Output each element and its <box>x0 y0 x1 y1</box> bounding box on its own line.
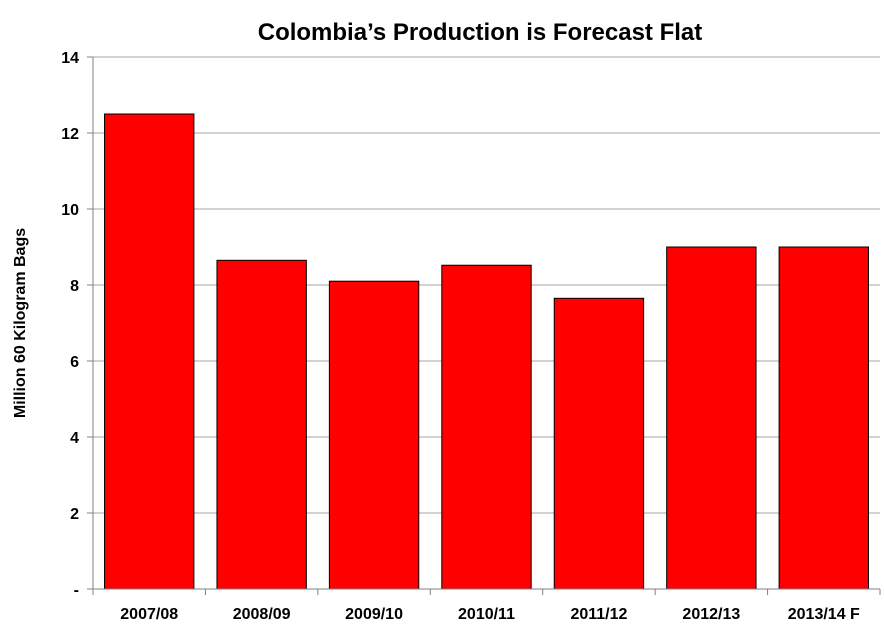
x-tick-labels: 2007/08 2008/09 2009/10 2010/11 2011/12 2012/… <box>120 606 860 623</box>
x-tick-label: 2013/14 F <box>788 606 860 623</box>
x-tick-label: 2010/11 <box>458 606 515 623</box>
axes <box>87 56 881 595</box>
bar <box>666 246 757 590</box>
y-tick-label: 12 <box>61 126 79 143</box>
y-tick-label: 10 <box>61 202 79 219</box>
x-tick-label: 2007/08 <box>120 606 178 623</box>
x-tick-label: 2011/12 <box>570 606 627 623</box>
x-tick-label: 2009/10 <box>345 606 403 623</box>
bar <box>441 264 532 590</box>
y-tick-label: - <box>74 582 79 599</box>
bars <box>104 113 869 590</box>
y-tick-labels: - 2 4 6 8 10 12 14 <box>61 50 79 599</box>
y-tick-label: 2 <box>70 506 79 523</box>
bar <box>216 259 307 590</box>
chart-title: Colombia’s Production is Forecast Flat <box>258 19 703 46</box>
bar <box>328 280 420 590</box>
bar <box>104 113 195 590</box>
y-tick-label: 6 <box>70 354 79 371</box>
y-tick-label: 4 <box>70 430 79 447</box>
bar <box>553 297 645 590</box>
y-axis-label: Million 60 Kilogram Bags <box>12 228 29 418</box>
y-tick-label: 8 <box>70 278 79 295</box>
bar <box>778 246 869 590</box>
x-tick-label: 2012/13 <box>682 606 740 623</box>
x-tick-label: 2008/09 <box>233 606 291 623</box>
y-tick-label: 14 <box>61 50 79 67</box>
